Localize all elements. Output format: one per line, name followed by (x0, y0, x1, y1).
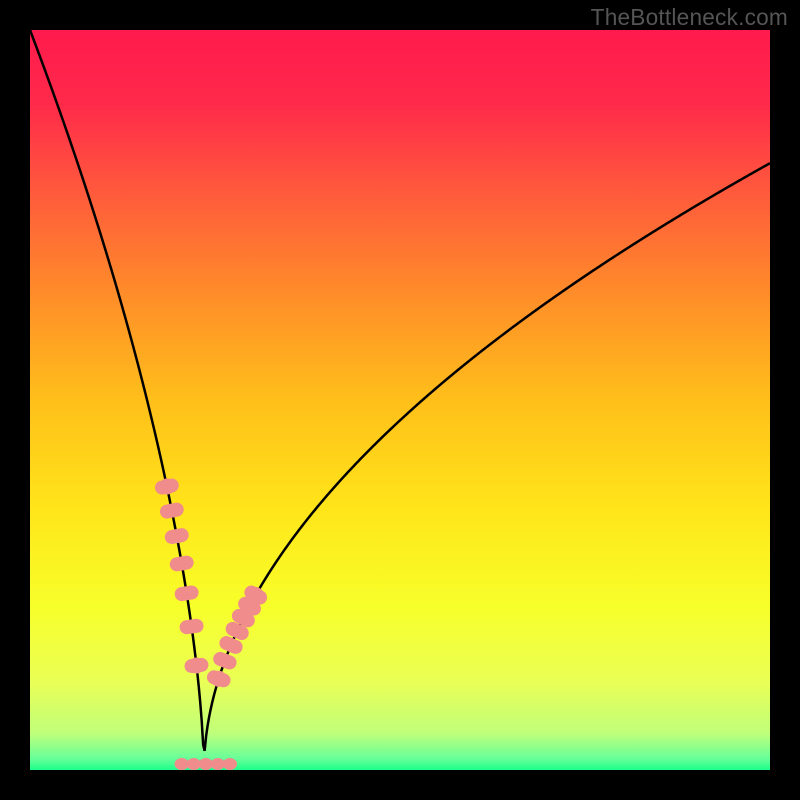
watermark-text: TheBottleneck.com (591, 4, 788, 31)
chart-svg (0, 0, 800, 800)
plot-background (30, 30, 770, 770)
chart-stage: TheBottleneck.com (0, 0, 800, 800)
